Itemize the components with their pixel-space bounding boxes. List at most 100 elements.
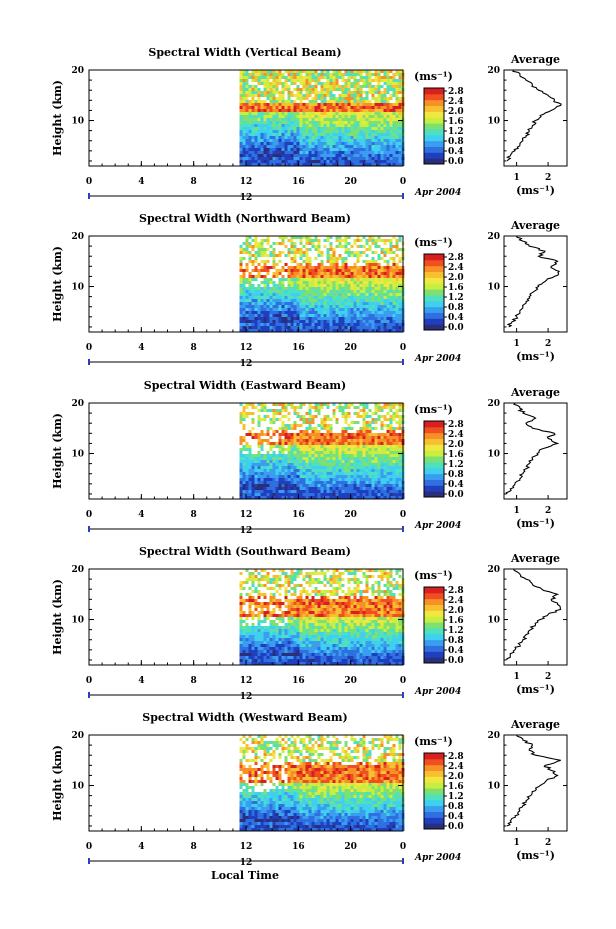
average-x-tick-label: 2 <box>545 506 551 516</box>
heatmap-cell <box>356 439 360 442</box>
heatmap-cell <box>305 293 309 296</box>
heatmap-cell <box>248 287 252 290</box>
heatmap-cell <box>338 269 342 272</box>
heatmap-cell <box>389 97 393 100</box>
heatmap-cell <box>356 73 360 76</box>
heatmap-cell <box>248 254 252 257</box>
heatmap-cell <box>269 266 273 269</box>
heatmap-cell <box>308 409 312 412</box>
heatmap-cell <box>332 323 336 326</box>
heatmap-cell <box>326 160 330 163</box>
heatmap-cell <box>359 245 363 248</box>
heatmap-cell <box>365 121 369 124</box>
heatmap-cell <box>347 436 351 439</box>
heatmap-cell <box>368 263 372 266</box>
heatmap-cell <box>359 484 363 487</box>
heatmap-cell <box>377 70 381 73</box>
heatmap-cell <box>317 251 321 254</box>
heatmap-cell <box>299 94 303 97</box>
heatmap-cell <box>377 299 381 302</box>
heatmap-cell <box>338 112 342 115</box>
heatmap-cell <box>383 317 387 320</box>
heatmap-cell <box>278 136 282 139</box>
heatmap-cell <box>347 317 351 320</box>
heatmap-cell <box>275 127 279 130</box>
heatmap-cell <box>296 124 300 127</box>
heatmap-cell <box>326 308 330 311</box>
colorbar-segment <box>424 277 444 284</box>
heatmap-cell <box>305 430 309 433</box>
heatmap-cell <box>254 326 258 329</box>
heatmap-cell <box>299 284 303 287</box>
heatmap-cell <box>347 109 351 112</box>
heatmap-cell <box>329 272 333 275</box>
heatmap-cell <box>362 445 366 448</box>
heatmap-cell <box>254 163 258 166</box>
heatmap-cell <box>263 91 267 94</box>
heatmap-cell <box>380 472 384 475</box>
heatmap-cell <box>299 287 303 290</box>
heatmap-cell <box>356 421 360 424</box>
heatmap-cell <box>275 124 279 127</box>
heatmap-cell <box>311 88 315 91</box>
heatmap-cell <box>389 79 393 82</box>
heatmap-cell <box>314 133 318 136</box>
heatmap-cell <box>293 242 297 245</box>
heatmap-cell <box>302 151 306 154</box>
heatmap-cell <box>305 160 309 163</box>
heatmap-cell <box>368 127 372 130</box>
heatmap-cell <box>380 314 384 317</box>
average-frame <box>503 402 568 500</box>
heatmap-cell <box>347 130 351 133</box>
heatmap-cell <box>356 445 360 448</box>
heatmap-cell <box>374 272 378 275</box>
heatmap-cell <box>398 257 402 260</box>
colorbar-segment <box>424 128 444 136</box>
heatmap-cell <box>356 314 360 317</box>
heatmap-cell <box>365 445 369 448</box>
heatmap-cell <box>287 478 291 481</box>
heatmap-cell <box>266 109 270 112</box>
heatmap-cell <box>296 154 300 157</box>
heatmap-cell <box>329 124 333 127</box>
heatmap-cell <box>260 148 264 151</box>
heatmap-cell <box>323 124 327 127</box>
heatmap-cell <box>335 115 339 118</box>
heatmap-cell <box>266 478 270 481</box>
heatmap-cell <box>332 496 336 499</box>
heatmap-cell <box>329 263 333 266</box>
heatmap-cell <box>380 127 384 130</box>
heatmap-cell <box>263 478 267 481</box>
heatmap-cell <box>269 481 273 484</box>
heatmap-cell <box>272 148 276 151</box>
heatmap-cell <box>260 418 264 421</box>
heatmap-cell <box>329 469 333 472</box>
heatmap-cell <box>311 148 315 151</box>
heatmap-cell <box>323 130 327 133</box>
heatmap-cell <box>287 139 291 142</box>
heatmap-cell <box>377 284 381 287</box>
heatmap-cell <box>320 442 324 445</box>
heatmap-cell <box>389 112 393 115</box>
heatmap-cell <box>299 299 303 302</box>
heatmap-cell <box>320 70 324 73</box>
heatmap-cell <box>365 308 369 311</box>
heatmap-cell <box>320 436 324 439</box>
heatmap-cell <box>269 124 273 127</box>
heatmap-cell <box>353 490 357 493</box>
heatmap-cell <box>245 490 249 493</box>
heatmap-cell <box>263 433 267 436</box>
heatmap-cell <box>284 454 288 457</box>
heatmap-cell <box>260 79 264 82</box>
heatmap-cell <box>326 76 330 79</box>
heatmap-cell <box>386 284 390 287</box>
colorbar-tick-label: 1.2 <box>448 460 464 470</box>
heatmap-cell <box>392 136 396 139</box>
heatmap-cell <box>242 320 246 323</box>
heatmap-cell <box>287 475 291 478</box>
heatmap-cell <box>338 239 342 242</box>
heatmap-cell <box>395 106 399 109</box>
heatmap-cell <box>248 493 252 496</box>
heatmap-cell <box>368 154 372 157</box>
heatmap-cell <box>392 293 396 296</box>
